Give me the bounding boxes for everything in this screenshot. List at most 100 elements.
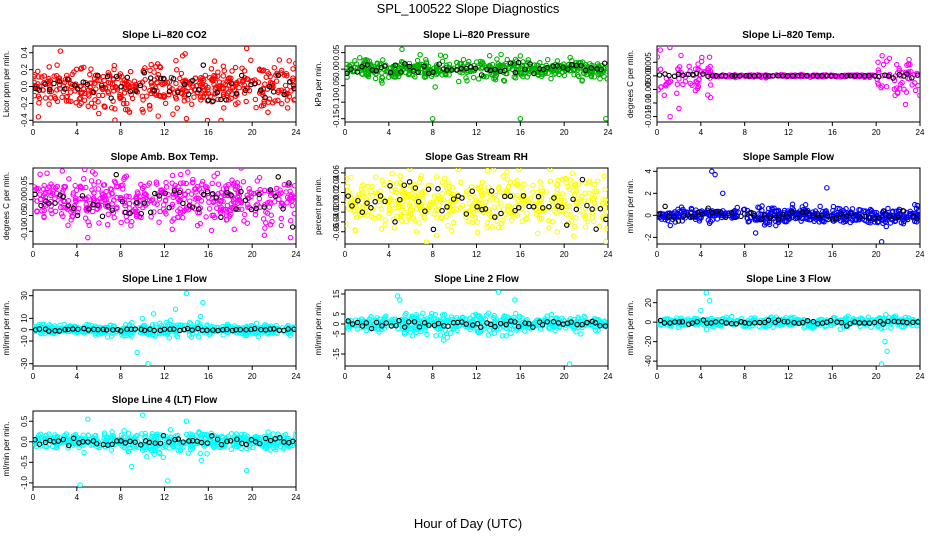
data-point <box>898 323 905 330</box>
data-point <box>848 210 855 217</box>
data-point <box>33 191 38 198</box>
data-point <box>157 64 164 71</box>
data-point <box>214 205 220 211</box>
data-point <box>108 333 115 339</box>
data-point <box>172 94 179 100</box>
data-point <box>160 75 167 82</box>
data-point <box>497 320 504 327</box>
data-point <box>390 316 397 323</box>
data-point <box>210 212 217 219</box>
y-tick-label: 0.0 <box>20 436 29 448</box>
data-point <box>463 192 469 198</box>
data-point <box>689 320 696 326</box>
data-point <box>70 190 77 196</box>
data-point <box>355 192 361 198</box>
data-point <box>149 322 156 328</box>
outlier-point <box>878 361 885 366</box>
data-point <box>174 105 180 111</box>
data-point <box>492 76 499 83</box>
data-point <box>345 200 350 206</box>
data-point <box>562 175 568 182</box>
data-point <box>507 193 514 200</box>
data-point <box>545 217 552 224</box>
data-point <box>84 81 91 88</box>
data-point <box>165 191 171 198</box>
data-point <box>382 198 388 205</box>
data-point <box>463 211 470 217</box>
data-point <box>80 79 86 85</box>
data-point <box>464 69 470 76</box>
x-tick-label: 4 <box>699 372 704 381</box>
data-points <box>657 290 920 366</box>
data-point <box>185 91 192 98</box>
data-point <box>161 80 168 87</box>
data-point <box>603 68 608 74</box>
data-point <box>368 325 375 332</box>
data-point <box>42 95 49 101</box>
data-point <box>847 320 853 327</box>
data-point <box>133 86 139 92</box>
data-point <box>594 188 600 195</box>
data-point <box>359 209 366 215</box>
data-point <box>161 326 168 333</box>
data-point <box>265 200 271 206</box>
data-point <box>196 206 202 212</box>
data-point <box>221 325 227 332</box>
data-point <box>365 73 372 80</box>
data-point <box>180 200 186 207</box>
data-point <box>185 188 191 195</box>
data-points <box>345 290 608 366</box>
y-tick-label: 0 <box>20 327 29 332</box>
data-point <box>804 209 810 215</box>
data-point <box>579 321 585 328</box>
data-point <box>280 206 286 212</box>
x-tick-label: 20 <box>560 250 569 259</box>
data-point <box>567 177 574 183</box>
data-point <box>188 88 195 94</box>
data-point <box>191 94 197 101</box>
data-point <box>728 209 735 216</box>
data-point <box>500 206 507 212</box>
data-point <box>582 190 589 197</box>
y-axis-label: kPa per min. <box>314 62 323 107</box>
data-point <box>892 218 898 225</box>
data-point <box>880 321 886 327</box>
data-point <box>367 316 373 322</box>
data-point <box>167 317 174 324</box>
data-point <box>127 88 134 95</box>
data-point <box>573 188 579 194</box>
data-point <box>603 209 608 215</box>
data-point <box>472 214 479 221</box>
data-point <box>880 61 887 68</box>
data-point <box>112 179 119 186</box>
data-point <box>584 319 590 326</box>
data-point <box>696 77 702 83</box>
data-point <box>124 74 131 81</box>
outlier-point <box>884 348 890 355</box>
data-point <box>498 200 504 206</box>
data-point <box>799 204 806 210</box>
data-point <box>788 314 794 320</box>
outlier-point <box>495 290 502 295</box>
data-point <box>153 179 160 185</box>
data-point <box>387 179 393 186</box>
data-point <box>104 221 111 228</box>
data-point <box>484 224 490 231</box>
data-point <box>657 66 664 73</box>
x-tick-label: 8 <box>118 128 123 137</box>
data-point <box>291 194 296 201</box>
data-point <box>79 193 86 199</box>
data-point <box>601 60 608 67</box>
data-point <box>195 87 202 93</box>
data-point <box>349 203 355 209</box>
data-point <box>163 211 169 217</box>
data-point <box>82 168 88 173</box>
data-point <box>238 188 244 195</box>
y-tick-label: -0.01 <box>644 93 653 112</box>
data-point <box>289 202 296 209</box>
data-point <box>242 197 249 203</box>
data-point <box>169 201 176 208</box>
data-point <box>521 181 527 187</box>
data-point <box>42 189 49 195</box>
